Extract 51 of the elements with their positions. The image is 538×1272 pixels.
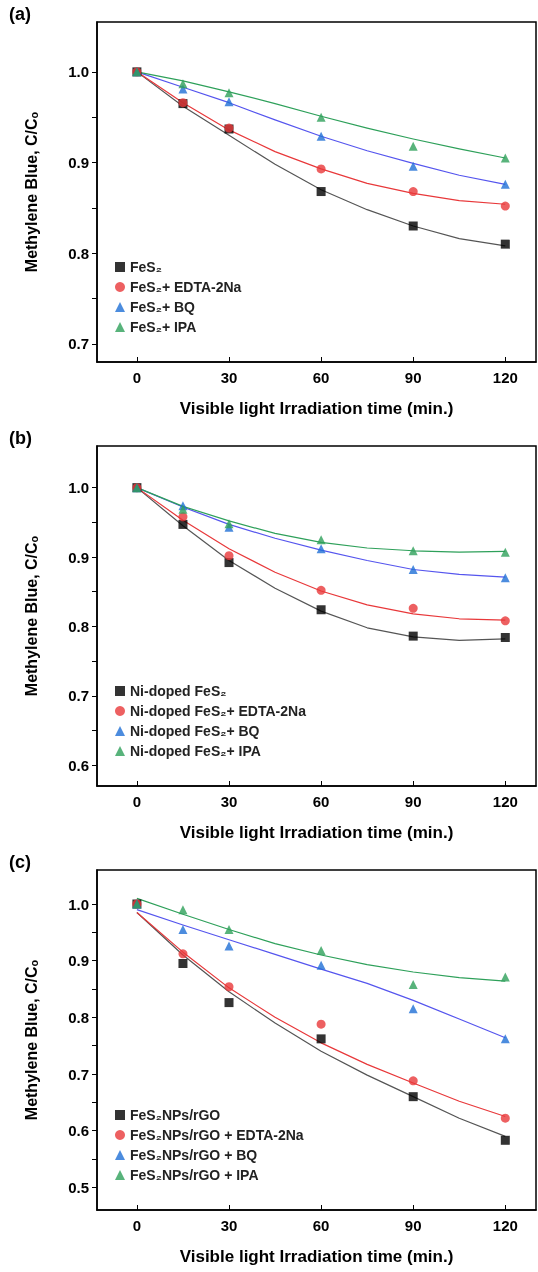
x-axis-title: Visible light Irradiation time (min.) [179, 823, 454, 842]
x-tick-label: 120 [492, 1217, 518, 1234]
y-tick-label: 0.8 [68, 244, 89, 262]
chart-title: (b) [9, 428, 32, 448]
x-tick-label: 30 [220, 793, 238, 810]
legend-label: Ni-doped FeS₂ [130, 683, 227, 699]
legend-label: Ni-doped FeS₂+ IPA [130, 743, 261, 759]
x-axis-title: Visible light Irradiation time (min.) [179, 1247, 454, 1266]
y-tick-label: 0.7 [68, 335, 89, 353]
x-tick-label: 90 [404, 369, 422, 386]
x-tick-label: 90 [404, 1217, 422, 1234]
y-tick-label: 1.0 [68, 479, 89, 497]
y-tick-label: 0.5 [68, 1178, 89, 1196]
x-tick-label: 120 [492, 793, 518, 810]
chart-title: (a) [9, 4, 31, 24]
legend-label: FeS₂ [130, 259, 162, 275]
legend-label: FeS₂+ BQ [130, 299, 196, 315]
x-tick-label: 0 [132, 1217, 142, 1234]
legend-label: Ni-doped FeS₂+ BQ [130, 723, 260, 739]
legend-label: FeS₂NPs/rGO [130, 1107, 221, 1123]
x-tick-label: 30 [220, 369, 238, 386]
legend-label: FeS₂NPs/rGO + EDTA-2Na [130, 1127, 304, 1143]
x-tick-label: 0 [132, 369, 142, 386]
x-tick-label: 60 [312, 1217, 330, 1234]
y-tick-label: 0.6 [68, 1122, 89, 1140]
x-tick-label: 90 [404, 793, 422, 810]
legend-label: FeS₂NPs/rGO + IPA [130, 1167, 259, 1183]
y-axis-title: Methylene Blue, C/Cₒ [22, 959, 40, 1121]
x-axis-title: Visible light Irradiation time (min.) [179, 399, 454, 418]
x-tick-label: 30 [220, 1217, 238, 1234]
legend-label: FeS₂+ EDTA-2Na [130, 279, 242, 295]
y-axis-title: Methylene Blue, C/Cₒ [22, 111, 40, 273]
legend-label: FeS₂NPs/rGO + BQ [130, 1147, 258, 1163]
x-tick-label: 60 [312, 369, 330, 386]
y-tick-label: 1.0 [68, 63, 89, 81]
legend-label: FeS₂+ IPA [130, 319, 197, 335]
y-tick-label: 0.9 [68, 952, 89, 970]
x-tick-label: 0 [132, 793, 142, 810]
y-tick-label: 0.9 [68, 548, 89, 566]
x-tick-label: 120 [492, 369, 518, 386]
legend-label: Ni-doped FeS₂+ EDTA-2Na [130, 703, 307, 719]
x-tick-label: 60 [312, 793, 330, 810]
y-axis-title: Methylene Blue, C/Cₒ [22, 535, 40, 697]
y-tick-label: 0.7 [68, 687, 89, 705]
y-tick-label: 0.9 [68, 154, 89, 172]
y-tick-label: 0.8 [68, 1008, 89, 1026]
y-tick-label: 0.7 [68, 1065, 89, 1083]
y-tick-label: 0.6 [68, 756, 89, 774]
y-tick-label: 1.0 [68, 895, 89, 913]
y-tick-label: 0.8 [68, 617, 89, 635]
chart-title: (c) [9, 852, 31, 872]
